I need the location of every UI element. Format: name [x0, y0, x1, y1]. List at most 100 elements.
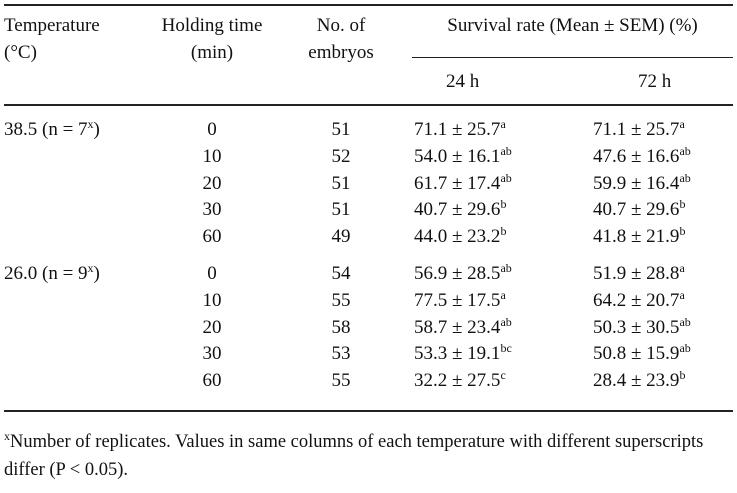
- cell-survival-72h: 28.4 ± 23.9b: [593, 369, 685, 392]
- table-bottom-rule: [4, 410, 733, 412]
- cell-survival-72h-value: 28.4 ± 23.9: [593, 370, 680, 391]
- group-label: 26.0 (n = 9x): [4, 262, 100, 285]
- cell-holding-time-value: 20: [202, 317, 222, 338]
- cell-survival-24h-superscript: ab: [500, 144, 512, 158]
- cell-holding-time: 10: [148, 289, 276, 312]
- cell-survival-72h-superscript: b: [679, 224, 686, 238]
- cell-holding-time: 30: [148, 198, 276, 221]
- cell-no-of-embryos-value: 55: [331, 290, 351, 311]
- cell-survival-72h: 40.7 ± 29.6b: [593, 198, 685, 221]
- cell-survival-24h-superscript: ab: [500, 261, 512, 275]
- cell-no-of-embryos-value: 52: [331, 146, 351, 167]
- cell-no-of-embryos-value: 53: [331, 343, 351, 364]
- group-label: 38.5 (n = 7x): [4, 118, 100, 141]
- footnote: xNumber of replicates. Values in same co…: [4, 428, 733, 484]
- footnote-marker: x: [4, 429, 10, 443]
- table-header-rule: [4, 104, 733, 106]
- cell-no-of-embryos: 49: [296, 225, 386, 248]
- cell-no-of-embryos: 51: [296, 172, 386, 195]
- cell-survival-24h: 54.0 ± 16.1ab: [414, 145, 512, 168]
- cell-holding-time-value: 0: [207, 119, 217, 140]
- header-holding-time: Holding time: [161, 15, 263, 36]
- header-no-of: No. of: [316, 15, 366, 36]
- cell-no-of-embryos: 55: [296, 369, 386, 392]
- cell-survival-72h-superscript: ab: [679, 171, 691, 185]
- cell-holding-time-value: 60: [202, 226, 222, 247]
- cell-no-of-embryos: 51: [296, 198, 386, 221]
- cell-survival-24h: 53.3 ± 19.1bc: [414, 342, 512, 365]
- header-temperature: Temperature: [4, 15, 100, 36]
- cell-holding-time-value: 10: [202, 290, 222, 311]
- cell-survival-24h-value: 40.7 ± 29.6: [414, 199, 501, 220]
- header-72h: 72 h: [638, 71, 672, 92]
- header-holding-time-unit: (min): [190, 42, 234, 63]
- cell-holding-time: 10: [148, 145, 276, 168]
- survival-rate-underline: [412, 57, 733, 58]
- cell-survival-72h-superscript: ab: [679, 144, 691, 158]
- cell-no-of-embryos: 54: [296, 262, 386, 285]
- header-24h: 24 h: [446, 71, 480, 92]
- cell-survival-72h-value: 51.9 ± 28.8: [593, 263, 680, 284]
- cell-no-of-embryos-value: 51: [331, 119, 351, 140]
- group-label-superscript: x: [87, 261, 94, 275]
- cell-holding-time: 0: [148, 118, 276, 141]
- cell-no-of-embryos: 53: [296, 342, 386, 365]
- header-temperature-unit: (°C): [4, 42, 37, 63]
- cell-survival-24h-value: 53.3 ± 19.1: [414, 343, 501, 364]
- cell-survival-72h: 59.9 ± 16.4ab: [593, 172, 691, 195]
- group-label-text: 26.0 (n = 9: [4, 263, 88, 284]
- cell-holding-time: 0: [148, 262, 276, 285]
- footnote-text: Number of replicates. Values in same col…: [4, 432, 704, 480]
- cell-survival-72h-superscript: a: [679, 288, 685, 302]
- cell-holding-time-value: 10: [202, 146, 222, 167]
- cell-survival-72h-superscript: b: [679, 197, 686, 211]
- cell-survival-24h-value: 71.1 ± 25.7: [414, 119, 501, 140]
- cell-survival-24h-superscript: b: [500, 224, 507, 238]
- cell-survival-72h-superscript: b: [679, 368, 686, 382]
- cell-no-of-embryos: 52: [296, 145, 386, 168]
- cell-survival-72h-superscript: ab: [679, 315, 691, 329]
- cell-survival-24h-superscript: a: [500, 288, 506, 302]
- cell-survival-24h-superscript: ab: [500, 171, 512, 185]
- cell-survival-72h-value: 50.8 ± 15.9: [593, 343, 680, 364]
- cell-no-of-embryos: 58: [296, 316, 386, 339]
- cell-no-of-embryos-value: 54: [331, 263, 351, 284]
- cell-survival-72h-superscript: a: [679, 261, 685, 275]
- cell-survival-72h: 71.1 ± 25.7a: [593, 118, 685, 141]
- group-label-close: ): [93, 263, 100, 284]
- cell-survival-72h: 41.8 ± 21.9b: [593, 225, 685, 248]
- cell-no-of-embryos-value: 49: [331, 226, 351, 247]
- cell-survival-24h-superscript: c: [500, 368, 506, 382]
- cell-survival-24h-value: 58.7 ± 23.4: [414, 317, 501, 338]
- cell-survival-24h: 61.7 ± 17.4ab: [414, 172, 512, 195]
- cell-holding-time-value: 20: [202, 173, 222, 194]
- group-label-close: ): [93, 119, 100, 140]
- cell-survival-24h: 32.2 ± 27.5c: [414, 369, 506, 392]
- cell-survival-24h-value: 54.0 ± 16.1: [414, 146, 501, 167]
- cell-holding-time-value: 0: [207, 263, 217, 284]
- cell-survival-72h: 47.6 ± 16.6ab: [593, 145, 691, 168]
- cell-survival-24h-value: 77.5 ± 17.5: [414, 290, 501, 311]
- cell-no-of-embryos: 51: [296, 118, 386, 141]
- cell-no-of-embryos-value: 51: [331, 199, 351, 220]
- cell-survival-24h-value: 44.0 ± 23.2: [414, 226, 501, 247]
- cell-survival-72h-value: 64.2 ± 20.7: [593, 290, 680, 311]
- cell-survival-24h-value: 61.7 ± 17.4: [414, 173, 501, 194]
- cell-no-of-embryos-value: 58: [331, 317, 351, 338]
- cell-survival-24h-value: 32.2 ± 27.5: [414, 370, 501, 391]
- group-label-text: 38.5 (n = 7: [4, 119, 88, 140]
- cell-holding-time: 20: [148, 172, 276, 195]
- cell-survival-72h-superscript: ab: [679, 341, 691, 355]
- cell-holding-time: 60: [148, 225, 276, 248]
- group-label-superscript: x: [87, 117, 94, 131]
- cell-holding-time: 60: [148, 369, 276, 392]
- header-survival-rate: Survival rate (Mean ± SEM) (%): [447, 15, 698, 36]
- cell-holding-time-value: 60: [202, 370, 222, 391]
- cell-survival-24h: 56.9 ± 28.5ab: [414, 262, 512, 285]
- cell-survival-24h: 44.0 ± 23.2b: [414, 225, 506, 248]
- cell-survival-72h-value: 50.3 ± 30.5: [593, 317, 680, 338]
- cell-no-of-embryos-value: 51: [331, 173, 351, 194]
- cell-survival-72h: 64.2 ± 20.7a: [593, 289, 685, 312]
- cell-no-of-embryos: 55: [296, 289, 386, 312]
- cell-survival-72h-value: 40.7 ± 29.6: [593, 199, 680, 220]
